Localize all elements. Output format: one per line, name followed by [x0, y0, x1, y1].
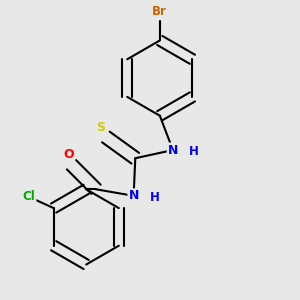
- Text: Cl: Cl: [23, 190, 35, 203]
- Text: O: O: [63, 148, 74, 161]
- Text: Br: Br: [152, 4, 167, 17]
- Text: N: N: [128, 189, 139, 202]
- Text: H: H: [150, 191, 160, 204]
- Text: S: S: [96, 121, 105, 134]
- Text: H: H: [189, 145, 199, 158]
- Text: N: N: [168, 143, 178, 157]
